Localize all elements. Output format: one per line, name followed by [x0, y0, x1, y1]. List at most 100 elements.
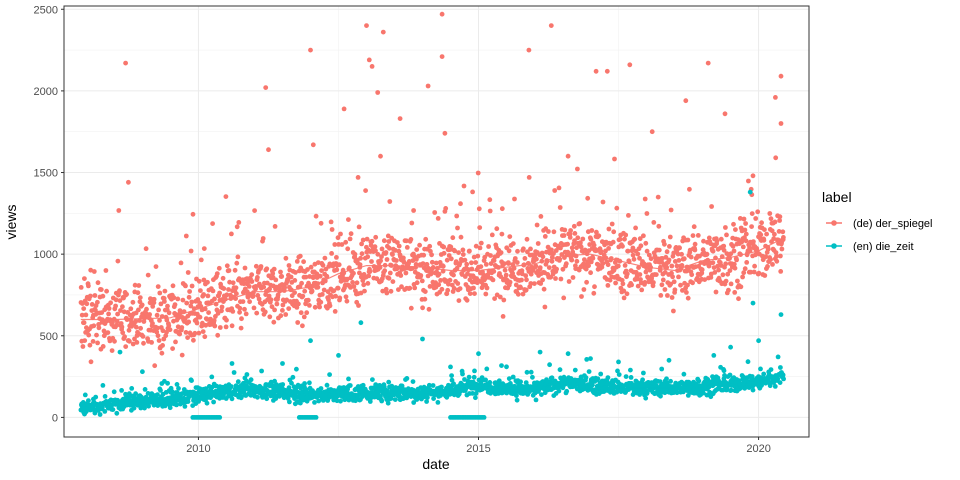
data-point: [155, 333, 161, 339]
data-point: [743, 221, 748, 226]
data-point: [752, 263, 757, 269]
data-point: [586, 263, 591, 269]
data-point: [473, 260, 479, 265]
data-point: [278, 313, 284, 319]
data-point: [453, 259, 459, 264]
data-point: [189, 378, 194, 383]
data-point: [100, 405, 105, 410]
data-point: [476, 206, 482, 212]
data-point: [484, 285, 490, 291]
data-point: [312, 304, 318, 310]
data-point: [631, 256, 637, 262]
data-point: [610, 239, 616, 245]
data-point: [386, 239, 392, 244]
data-point: [761, 237, 767, 243]
data-point: [684, 290, 689, 295]
data-point: [313, 415, 319, 420]
data-point: [263, 85, 269, 90]
data-point: [679, 251, 684, 257]
data-point: [95, 280, 101, 286]
data-point: [756, 270, 762, 276]
data-point: [600, 261, 606, 267]
data-point: [728, 251, 734, 257]
data-point: [387, 199, 393, 204]
data-point: [447, 277, 453, 283]
data-point: [354, 280, 360, 286]
data-point: [309, 288, 315, 294]
y-tick-label: 2500: [34, 4, 58, 16]
legend-entry-der-spiegel: (de) der_spiegel: [826, 218, 933, 230]
y-tick-label: 500: [40, 331, 58, 343]
data-point: [563, 261, 569, 267]
data-point: [399, 284, 404, 290]
data-point: [518, 285, 523, 291]
data-point: [569, 245, 575, 251]
data-point: [506, 376, 512, 381]
data-point: [158, 301, 164, 307]
data-point: [546, 265, 552, 270]
data-point: [431, 396, 436, 401]
data-point: [439, 286, 445, 292]
data-point: [476, 351, 481, 357]
data-point: [524, 236, 530, 242]
data-point: [773, 155, 779, 161]
data-point: [382, 268, 388, 274]
data-point: [624, 291, 630, 297]
data-point: [685, 237, 691, 243]
data-point: [507, 234, 513, 240]
data-point: [671, 308, 676, 314]
data-point: [387, 245, 392, 251]
data-points: [78, 11, 786, 420]
data-point: [467, 291, 473, 296]
data-point: [192, 330, 198, 336]
data-point: [491, 258, 497, 263]
data-point: [643, 269, 649, 275]
data-point: [556, 185, 562, 191]
data-point: [642, 196, 648, 202]
data-point: [253, 284, 259, 289]
data-point: [321, 287, 327, 293]
data-point: [539, 250, 545, 256]
data-point: [155, 392, 160, 398]
data-point: [313, 213, 319, 219]
data-point: [247, 299, 253, 305]
data-point: [344, 298, 350, 304]
data-point: [460, 247, 466, 253]
data-point: [635, 251, 641, 257]
data-point: [396, 287, 401, 292]
data-point: [430, 383, 436, 388]
data-point: [285, 277, 291, 283]
data-point: [379, 254, 384, 260]
data-point: [303, 274, 309, 280]
data-point: [338, 231, 343, 237]
data-point: [316, 398, 322, 404]
data-point: [579, 294, 584, 299]
data-point: [449, 373, 454, 378]
data-point: [562, 227, 568, 233]
data-point: [278, 269, 283, 275]
data-point: [150, 304, 156, 309]
data-point: [280, 302, 286, 308]
data-point: [302, 288, 308, 294]
data-point: [642, 280, 648, 285]
data-point: [780, 229, 786, 235]
data-point: [532, 281, 537, 286]
data-point: [620, 243, 625, 249]
data-point: [369, 64, 375, 69]
data-point: [436, 271, 442, 277]
data-point: [347, 236, 353, 242]
data-point: [141, 340, 146, 346]
data-point: [380, 29, 386, 35]
data-point: [147, 300, 153, 306]
data-point: [676, 274, 681, 280]
plot-border: [63, 5, 810, 438]
data-point: [478, 264, 484, 269]
data-point: [188, 303, 194, 309]
data-point: [464, 297, 470, 303]
data-point: [224, 292, 230, 298]
data-point: [108, 300, 113, 306]
data-point: [514, 393, 519, 398]
data-point: [580, 236, 586, 242]
data-point: [117, 288, 122, 294]
data-point: [695, 233, 701, 238]
